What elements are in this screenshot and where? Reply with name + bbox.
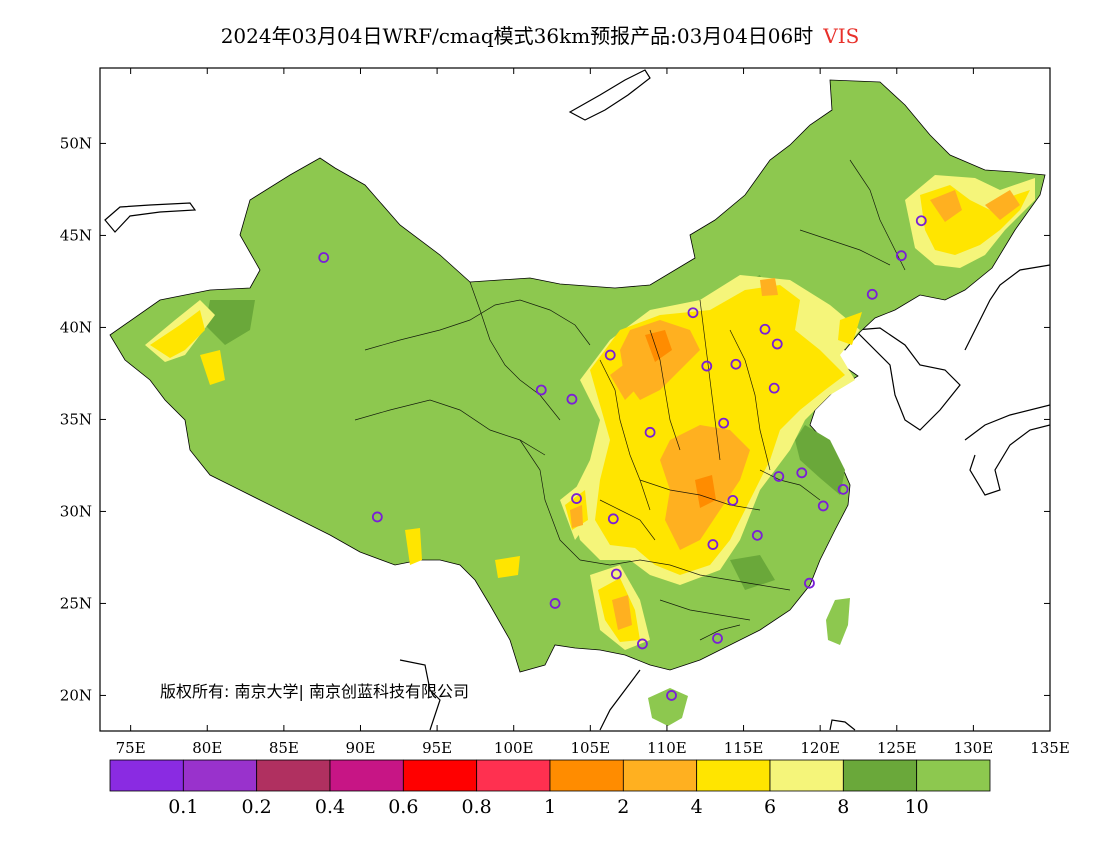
legend-label: 0.1 [168, 796, 198, 818]
lon-tick-label: 85E [269, 739, 299, 757]
station-marker [915, 215, 927, 227]
legend-label: 0.8 [462, 796, 492, 818]
lat-tick-label: 25N [60, 594, 92, 612]
legend-label: 2 [617, 796, 629, 818]
lat-tick-label: 40N [60, 318, 92, 336]
legend-swatch [402, 759, 478, 792]
legend-swatch [329, 759, 404, 792]
legend-swatch [696, 759, 771, 792]
lon-tick-label: 130E [954, 739, 994, 757]
station-marker [837, 483, 849, 495]
station-marker [768, 382, 780, 394]
station-marker [607, 513, 619, 525]
legend-label: 1 [544, 796, 556, 818]
lon-tick-label: 110E [647, 739, 687, 757]
china-landmass [109, 79, 1046, 673]
legend-swatch [916, 759, 991, 792]
station-marker [727, 494, 739, 506]
legend-label: 10 [905, 796, 929, 818]
hainan-island [648, 688, 688, 726]
legend-label: 4 [691, 796, 703, 818]
station-marker [666, 690, 677, 701]
station-marker [866, 288, 878, 300]
map-frame [99, 67, 1051, 732]
station-marker [895, 250, 907, 262]
lon-tick-label: 80E [192, 739, 222, 757]
legend-labels: 0.1 0.2 0.4 0.6 0.8 1 2 4 6 8 10 [168, 796, 929, 818]
lon-tick-label: 125E [877, 739, 917, 757]
legend-label: 6 [764, 796, 776, 818]
station-marker [610, 568, 622, 580]
color-legend [109, 759, 991, 792]
map-plot-area: 版权所有: 南京大学| 南京创蓝科技有限公司 [104, 69, 1050, 731]
station-marker [730, 358, 742, 370]
vis-1-2-zones [645, 330, 716, 508]
lat-tick-label: 20N [60, 686, 92, 704]
legend-label: 0.2 [242, 796, 272, 818]
legend-label: 0.4 [315, 796, 345, 818]
lon-tick-label: 90E [345, 739, 375, 757]
station-markers [318, 215, 927, 701]
province-boundaries [354, 159, 906, 641]
station-marker [318, 252, 330, 263]
lon-tick-label: 100E [494, 739, 534, 757]
lon-tick-label: 120E [800, 739, 840, 757]
station-marker [771, 338, 783, 350]
foreign-coastlines [104, 69, 1050, 731]
station-marker [759, 323, 771, 335]
station-marker [535, 384, 547, 396]
lat-tick-label: 35N [60, 410, 92, 428]
lon-tick-label: 95E [422, 739, 452, 757]
station-marker [707, 539, 719, 550]
lon-tick-label: 105E [571, 739, 611, 757]
station-marker [571, 493, 582, 504]
legend-swatch [549, 759, 624, 792]
legend-swatch [769, 759, 844, 792]
legend-swatch [182, 759, 258, 792]
legend-label: 0.6 [388, 796, 418, 818]
station-marker [566, 393, 578, 405]
latitude-axis: 50N 45N 40N 35N 30N 25N 20N [60, 134, 1050, 704]
legend-swatch [622, 759, 698, 792]
station-marker [804, 577, 815, 589]
title-variable: VIS [823, 24, 860, 48]
legend-label: 8 [837, 796, 849, 818]
station-marker [701, 360, 713, 372]
title-main: 2024年03月04日WRF/cmaq模式36km预报产品:03月04日06时 [220, 24, 814, 48]
legend-swatch [842, 759, 918, 792]
station-marker [549, 598, 561, 609]
station-marker [371, 511, 383, 523]
legend-swatch [476, 759, 551, 792]
longitude-axis: 75E 80E 85E 90E 95E 100E 105E 110E 115E 120E 125E 1… [116, 68, 1070, 757]
lon-tick-label: 75E [116, 739, 146, 757]
station-marker [817, 500, 829, 512]
station-marker [644, 426, 656, 438]
taiwan-island [826, 598, 850, 645]
legend-swatch [256, 759, 331, 792]
station-marker [718, 417, 730, 429]
legend-swatch [109, 759, 184, 792]
lon-tick-label: 115E [724, 739, 764, 757]
station-marker [604, 349, 616, 361]
station-marker [712, 633, 723, 644]
lat-tick-label: 30N [60, 502, 92, 520]
station-marker [796, 467, 808, 479]
lon-tick-label: 135E [1030, 739, 1070, 757]
map-title: 2024年03月04日WRF/cmaq模式36km预报产品:03月04日06时 V… [0, 20, 1080, 49]
station-marker [637, 638, 648, 650]
lat-tick-label: 50N [60, 134, 92, 152]
station-marker [687, 307, 699, 319]
lat-tick-label: 45N [60, 226, 92, 244]
station-marker [751, 529, 763, 541]
copyright-text: 版权所有: 南京大学| 南京创蓝科技有限公司 [160, 682, 469, 701]
station-marker [773, 471, 785, 482]
